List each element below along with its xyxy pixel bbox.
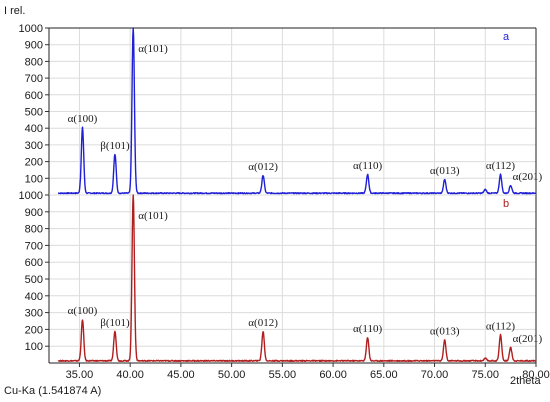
peak-label: β(101) [100,317,130,329]
x-tick-label: 35.00 [66,369,94,381]
y-tick-label: 1000 [19,190,43,202]
peak-label: α(100) [68,113,98,125]
panel-a: 100 200 300 400 500 600 700 800 900 1000 α(100) β(1… [19,23,543,196]
y-tick-label: 300 [25,308,43,320]
peak-label: α(201) [513,333,543,345]
y-tick-label: 1000 [19,23,43,35]
peak-label: α(112) [486,320,516,332]
panel-b: 100 200 300 400 500 600 700 800 900 1000 35.00 40.0… [19,190,550,381]
y-tick-label: 500 [25,107,43,119]
y-tick-label: 800 [25,56,43,68]
panel-label-a: a [503,31,510,43]
x-axis-title: 2theta [510,375,541,387]
y-tick-label: 800 [25,224,43,236]
peak-label: α(013) [430,325,460,337]
peak-label: α(012) [248,317,278,329]
radiation-label: Cu-Ka (1.541874 A) [4,385,101,397]
y-tick-label: 300 [25,140,43,152]
y-tick-label: 100 [25,341,43,353]
x-tick-label: 50.00 [218,369,246,381]
peak-label: α(110) [353,323,383,335]
x-tick-label: 40.00 [116,369,144,381]
peak-label: α(112) [486,160,516,172]
x-tick-label: 80.00 [522,369,550,381]
y-tick-label: 200 [25,324,43,336]
peak-label: α(013) [430,165,460,177]
peak-label: α(101) [138,43,168,55]
y-tick-label: 400 [25,291,43,303]
peak-label: α(110) [353,160,383,172]
y-tick-label: 900 [25,207,43,219]
x-tick-label: 55.00 [269,369,297,381]
y-tick-label: 100 [25,173,43,185]
diffraction-line [57,27,537,195]
x-tick-label: 60.00 [319,369,347,381]
y-tick-label: 500 [25,274,43,286]
y-tick-label: 200 [25,157,43,169]
y-tick-label: 600 [25,90,43,102]
peak-label: α(201) [513,171,543,183]
y-tick-label: 700 [25,240,43,252]
x-tick-label: 45.00 [167,369,195,381]
peak-label: α(101) [138,210,168,222]
x-tick-label: 75.00 [472,369,500,381]
y-tick-label: 900 [25,40,43,52]
y-tick-label: 600 [25,257,43,269]
y-tick-label: 400 [25,123,43,135]
y-tick-label: 700 [25,73,43,85]
peak-label: α(100) [68,305,98,317]
panel-label-b: b [503,198,509,210]
peak-label: β(101) [100,140,130,152]
y-axis-title: I rel. [4,5,25,17]
x-tick-label: 70.00 [421,369,449,381]
diffraction-line [57,194,537,362]
peak-label: α(012) [248,161,278,173]
x-tick-label: 65.00 [370,369,398,381]
